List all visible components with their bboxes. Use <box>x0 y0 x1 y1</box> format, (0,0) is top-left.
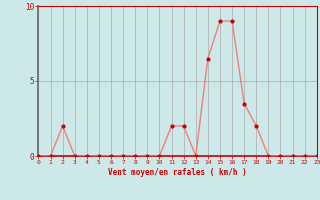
X-axis label: Vent moyen/en rafales ( km/h ): Vent moyen/en rafales ( km/h ) <box>108 168 247 177</box>
